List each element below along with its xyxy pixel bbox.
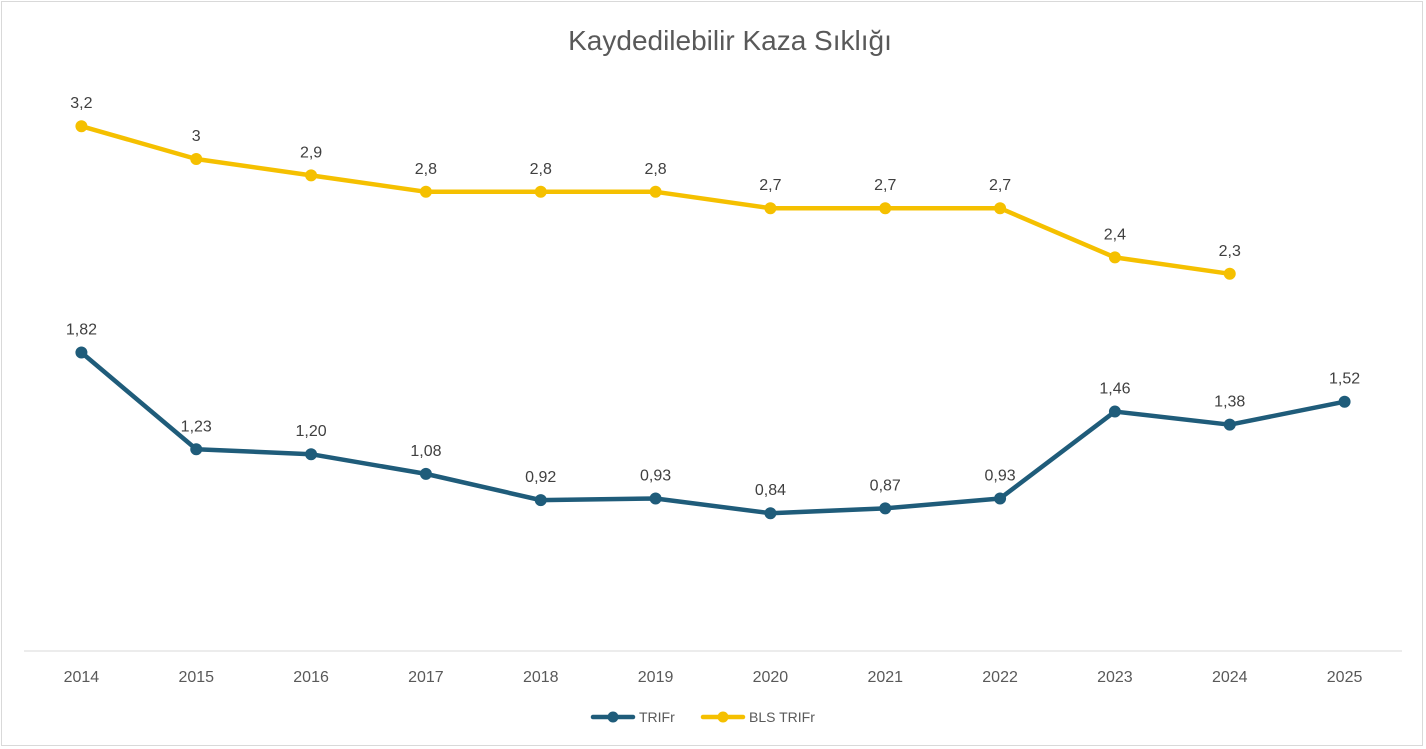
data-point <box>764 202 777 215</box>
data-label: 0,93 <box>985 467 1016 484</box>
data-label: 1,46 <box>1099 381 1130 398</box>
x-tick-label: 2020 <box>753 669 789 686</box>
data-label: 1,82 <box>66 322 97 339</box>
data-label: 3 <box>192 128 201 145</box>
data-label: 2,8 <box>415 161 437 178</box>
series-trifr: 1,82 1,23 1,20 1,08 0,92 0,93 0,84 0,87 0,93 1,46… <box>66 322 1360 520</box>
series-line <box>79 350 1347 516</box>
x-tick-label: 2025 <box>1327 669 1363 686</box>
legend-label: TRIFr <box>639 709 675 725</box>
data-point <box>649 185 662 198</box>
data-label: 2,7 <box>989 177 1011 194</box>
data-label: 1,08 <box>410 443 441 460</box>
data-point <box>75 120 88 133</box>
series-line <box>79 123 1232 277</box>
data-point <box>994 492 1007 505</box>
data-label: 3,2 <box>70 95 92 112</box>
data-point <box>534 494 547 507</box>
legend-marker-swatch <box>607 711 619 723</box>
x-tick-label: 2014 <box>64 669 100 686</box>
data-point <box>994 202 1007 215</box>
data-point <box>1223 267 1236 280</box>
data-point <box>190 153 203 165</box>
data-point <box>75 346 88 359</box>
legend-item: BLS TRIFr <box>700 709 815 725</box>
data-point <box>190 443 203 456</box>
x-tick-label: 2019 <box>638 669 674 686</box>
x-tick-label: 2017 <box>408 669 444 686</box>
legend-marker-swatch <box>717 711 729 723</box>
series-group: 1,82 1,23 1,20 1,08 0,92 0,93 0,84 0,87 0,93 1,46… <box>66 95 1360 520</box>
data-point <box>419 467 432 480</box>
data-point <box>1108 405 1121 418</box>
data-point <box>649 492 662 505</box>
data-label: 0,93 <box>640 467 671 484</box>
data-label: 1,38 <box>1214 394 1245 411</box>
data-label: 2,7 <box>874 177 896 194</box>
data-point <box>1108 251 1121 264</box>
x-axis: 2014 2015 2016 2017 2018 2019 2020 2021 2022 2023… <box>24 650 1402 686</box>
data-label: 0,84 <box>755 482 786 499</box>
legend: TRIFr BLS TRIFr <box>590 709 815 725</box>
data-label: 1,23 <box>181 418 212 435</box>
data-label: 2,3 <box>1219 243 1241 260</box>
data-label: 1,52 <box>1329 371 1360 388</box>
data-point <box>879 502 892 515</box>
data-point <box>1338 395 1351 408</box>
x-tick-label: 2016 <box>293 669 329 686</box>
x-tick-label: 2018 <box>523 669 559 686</box>
legend-label: BLS TRIFr <box>749 709 815 725</box>
chart-title: Kaydedilebilir Kaza Sıklığı <box>568 25 892 56</box>
data-label: 1,20 <box>296 423 327 440</box>
data-label: 2,8 <box>644 161 666 178</box>
data-point <box>1223 418 1236 431</box>
data-label: 0,92 <box>525 469 556 486</box>
x-tick-label: 2023 <box>1097 669 1133 686</box>
data-label: 2,4 <box>1104 226 1126 243</box>
series-bls-trifr: 3,2 3 2,9 2,8 2,8 2,8 2,7 2,7 2,7 2,4 2,3 <box>70 95 1241 280</box>
data-label: 2,7 <box>759 177 781 194</box>
data-label: 0,87 <box>870 477 901 494</box>
x-tick-label: 2021 <box>867 669 903 686</box>
data-point <box>879 202 892 215</box>
x-tick-label: 2015 <box>178 669 214 686</box>
data-point <box>534 185 547 198</box>
x-tick-label: 2022 <box>982 669 1018 686</box>
data-point <box>419 185 432 198</box>
x-tick-label: 2024 <box>1212 669 1248 686</box>
data-label: 2,8 <box>530 161 552 178</box>
data-point <box>305 169 318 182</box>
data-point <box>305 448 318 461</box>
data-point <box>764 507 777 520</box>
data-label: 2,9 <box>300 144 322 161</box>
legend-item: TRIFr <box>590 709 675 725</box>
